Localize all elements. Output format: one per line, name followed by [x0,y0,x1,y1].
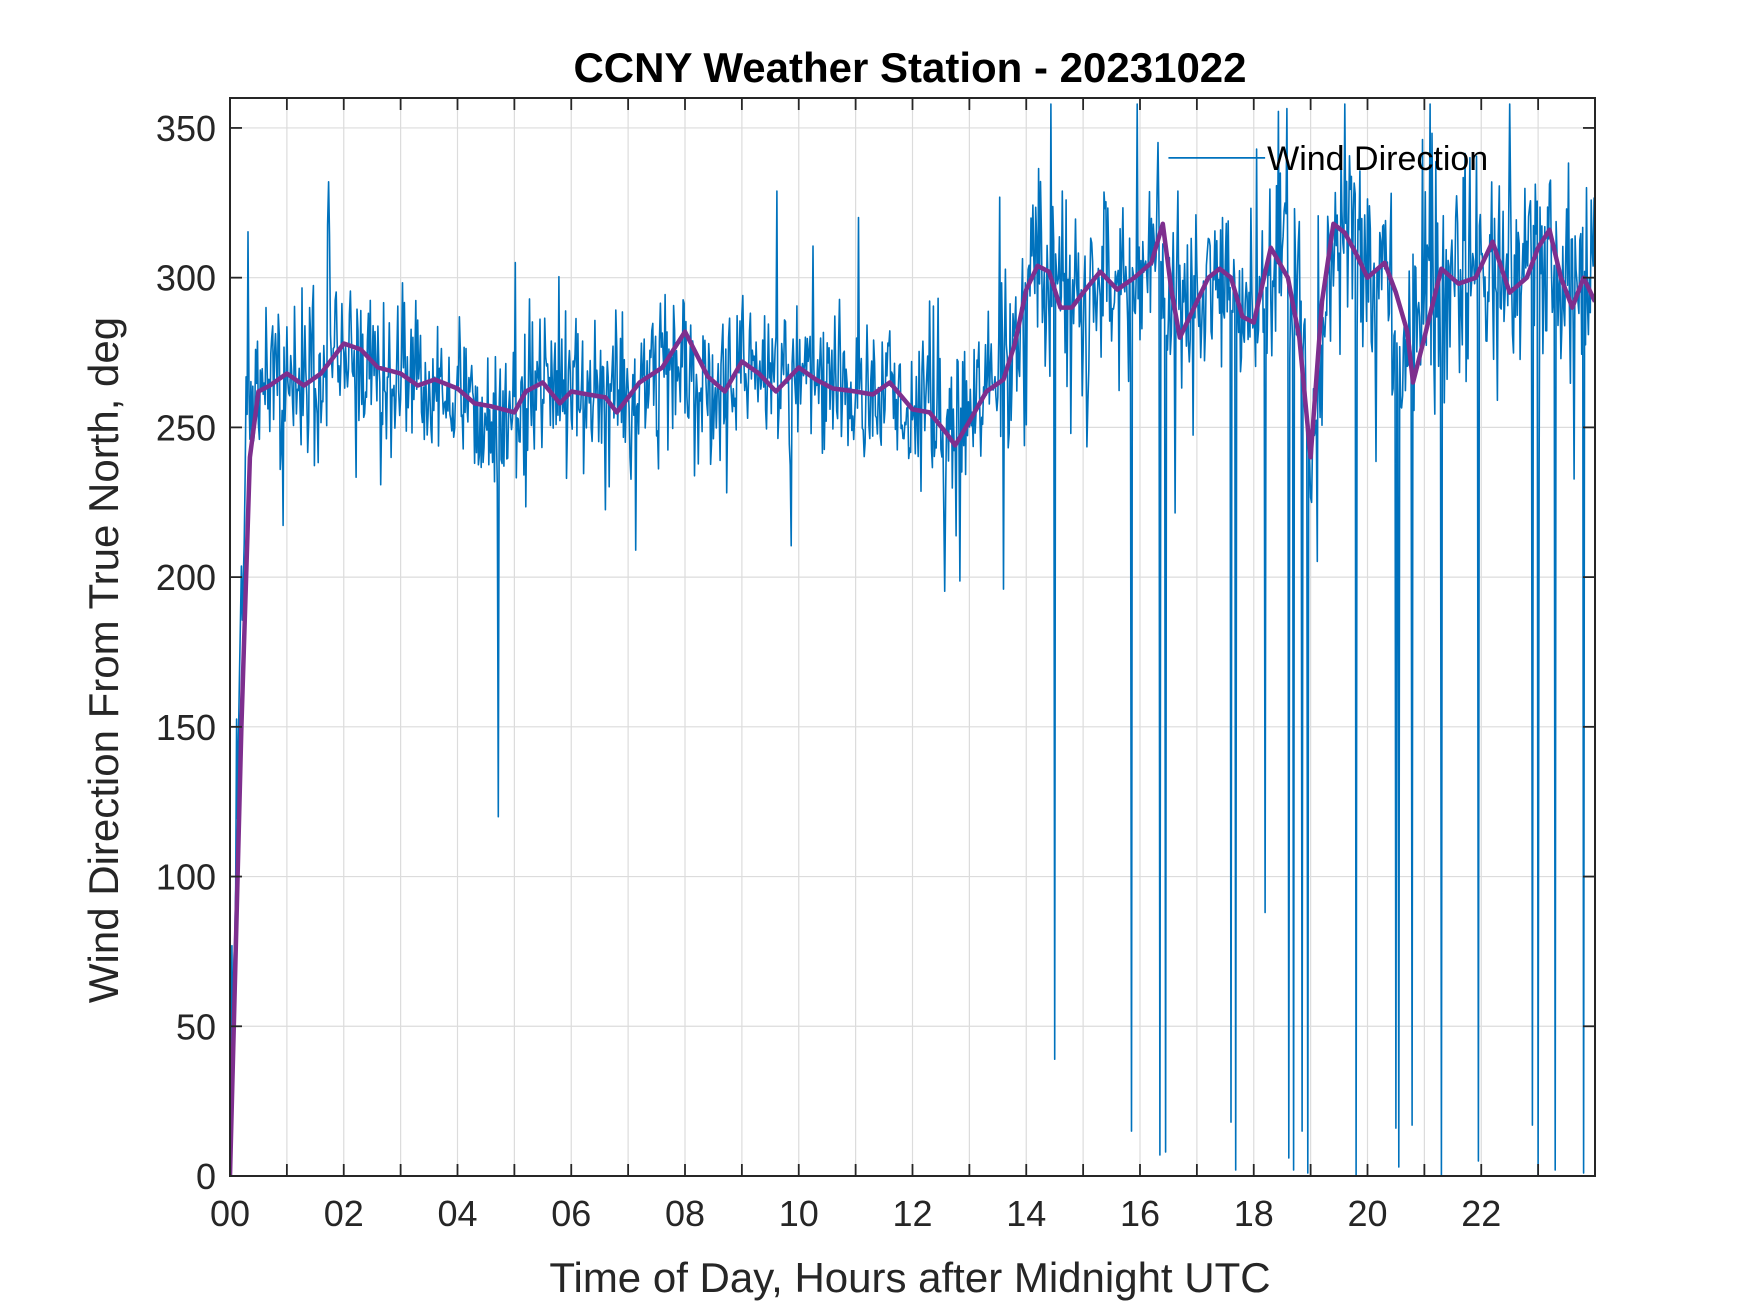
x-tick-label: 06 [551,1193,591,1234]
legend: Wind Direction [1168,140,1488,178]
legend-label-wind-direction: Wind Direction [1267,140,1488,178]
chart-title: CCNY Weather Station - 20231022 [573,44,1246,91]
x-tick-label: 00 [210,1193,250,1234]
x-axis-label: Time of Day, Hours after Midnight UTC [549,1254,1270,1301]
y-tick-label: 0 [196,1156,216,1197]
x-tick-label: 10 [779,1193,819,1234]
x-tick-label: 22 [1461,1193,1501,1234]
y-axis-label: Wind Direction From True North, deg [80,317,127,1003]
y-tick-label: 250 [156,407,216,448]
x-tick-label: 18 [1234,1193,1274,1234]
y-tick-label: 150 [156,707,216,748]
y-tick-label: 300 [156,258,216,299]
x-tick-label: 08 [665,1193,705,1234]
x-tick-label: 16 [1120,1193,1160,1234]
y-tick-label: 200 [156,557,216,598]
series-wind-direction [230,103,1595,1176]
ticks-layer: 00 02 04 06 08 10 12 14 16 18 20 22 0 50 100 150 200 250 3… [156,98,1595,1234]
y-tick-label: 50 [176,1006,216,1047]
y-tick-label: 100 [156,857,216,898]
x-tick-label: 14 [1006,1193,1046,1234]
series-smoothed-wind-direction [230,221,1595,1176]
y-tick-label: 350 [156,108,216,149]
data-layer [230,103,1595,1176]
x-tick-label: 20 [1347,1193,1387,1234]
x-tick-label: 02 [324,1193,364,1234]
x-tick-label: 12 [892,1193,932,1234]
x-tick-label: 04 [437,1193,477,1234]
